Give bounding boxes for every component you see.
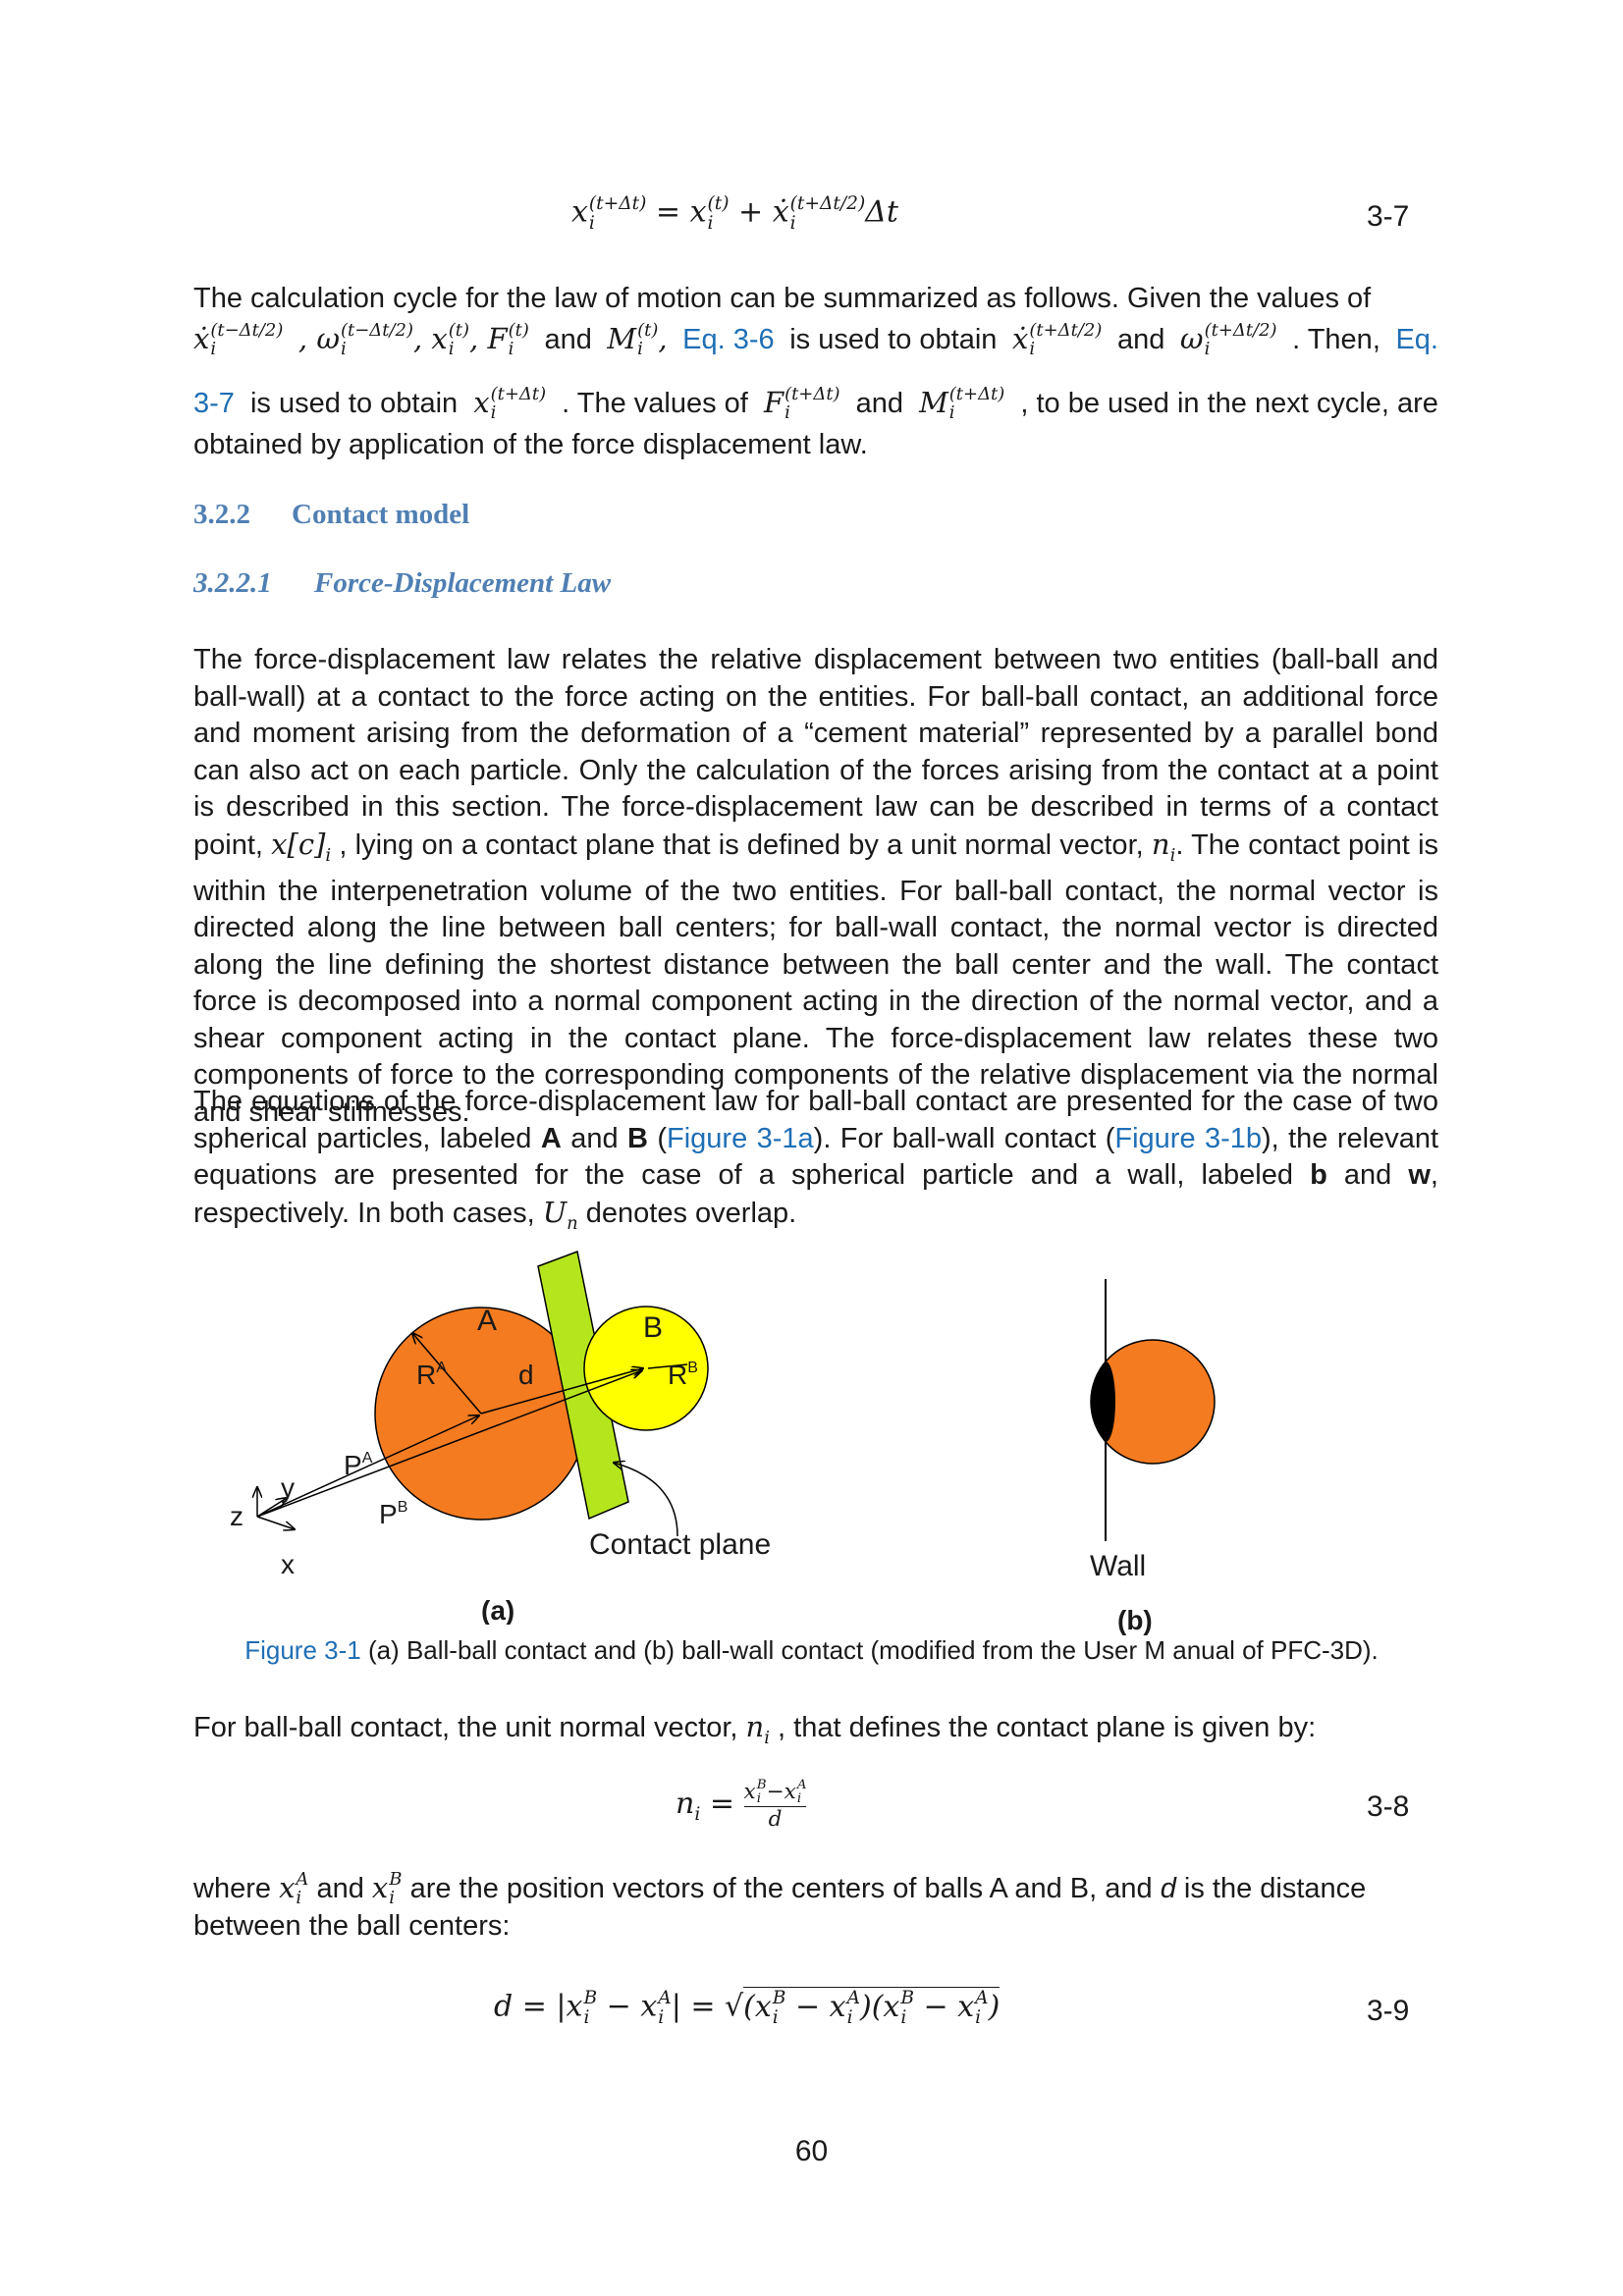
label-b: B	[643, 1311, 663, 1344]
paragraph-4: For ball-ball contact, the unit normal v…	[193, 1710, 1317, 1748]
figure-ball-wall-contact: Wall (b)	[1090, 1279, 1216, 1635]
paragraph-1-line-3: 3-7 is used to obtain x (t+Δt) i . The val…	[193, 384, 1438, 423]
label-y: y	[281, 1472, 295, 1503]
paragraph-1-line-2: ẋ (t−Δt/2) i , ω (t−Δt/2) i, x (t) i, F (t) i an…	[193, 320, 1438, 359]
paragraph-3: The equations of the force-displacement …	[193, 1086, 1439, 1234]
ball-b	[583, 1306, 709, 1431]
label-d: d	[518, 1360, 534, 1390]
label-x: x	[281, 1549, 295, 1579]
link-figure-3-1b[interactable]: Figure 3-1b	[1114, 1122, 1263, 1154]
math-omega-prev: , ω (t−Δt/2) i, x (t) i, F (t) i	[298, 320, 529, 359]
equation-3-7: x (t+Δt) i = x (t) i + ẋ (t+Δt/2) i Δt	[571, 193, 898, 234]
label-subfigure-b: (b)	[1117, 1605, 1153, 1635]
equation-number-3-7: 3-7	[1367, 200, 1410, 233]
equation-number-3-8: 3-8	[1367, 1790, 1410, 1823]
figure-caption: Figure 3-1 (a) Ball-ball contact and (b)…	[244, 1635, 1379, 1665]
label-rb: RB	[668, 1360, 698, 1390]
label-pb: PB	[379, 1499, 407, 1529]
math-contact-point: x[c]i	[271, 827, 332, 866]
link-figure-3-1a[interactable]: Figure 3-1a	[667, 1122, 814, 1154]
label-contact-plane: Contact plane	[589, 1528, 771, 1561]
heading-3-2-2: 3.2.2 Contact model	[193, 499, 470, 530]
link-eq-3-7-b[interactable]: 3-7	[193, 388, 235, 419]
page-number: 60	[794, 2135, 829, 2167]
paragraph-2: The force-displacement law relates the r…	[193, 644, 1439, 1128]
link-eq-3-7-a[interactable]: Eq.	[1395, 324, 1438, 355]
label-subfigure-a: (a)	[481, 1595, 514, 1625]
heading-3-2-2-1: 3.2.2.1 Force-Displacement Law	[193, 567, 612, 599]
paragraph-1-line-4: obtained by application of the force dis…	[193, 429, 868, 460]
label-pa: PA	[344, 1450, 373, 1480]
link-eq-3-6[interactable]: Eq. 3-6	[682, 324, 775, 355]
label-z: z	[230, 1501, 243, 1531]
label-wall: Wall	[1090, 1550, 1146, 1582]
label-ra: RA	[416, 1360, 447, 1390]
caption-ref: Figure 3-1	[244, 1635, 361, 1665]
label-a: A	[477, 1305, 497, 1337]
figure-ball-ball-contact: A B RA RB d PA PB z y x Contact plane (a…	[230, 1250, 771, 1625]
equation-number-3-9: 3-9	[1367, 1995, 1410, 2027]
paragraph-1-line-1: The calculation cycle for the law of mot…	[193, 283, 1372, 314]
math-xdot-prev: ẋ (t−Δt/2) i	[193, 320, 284, 359]
